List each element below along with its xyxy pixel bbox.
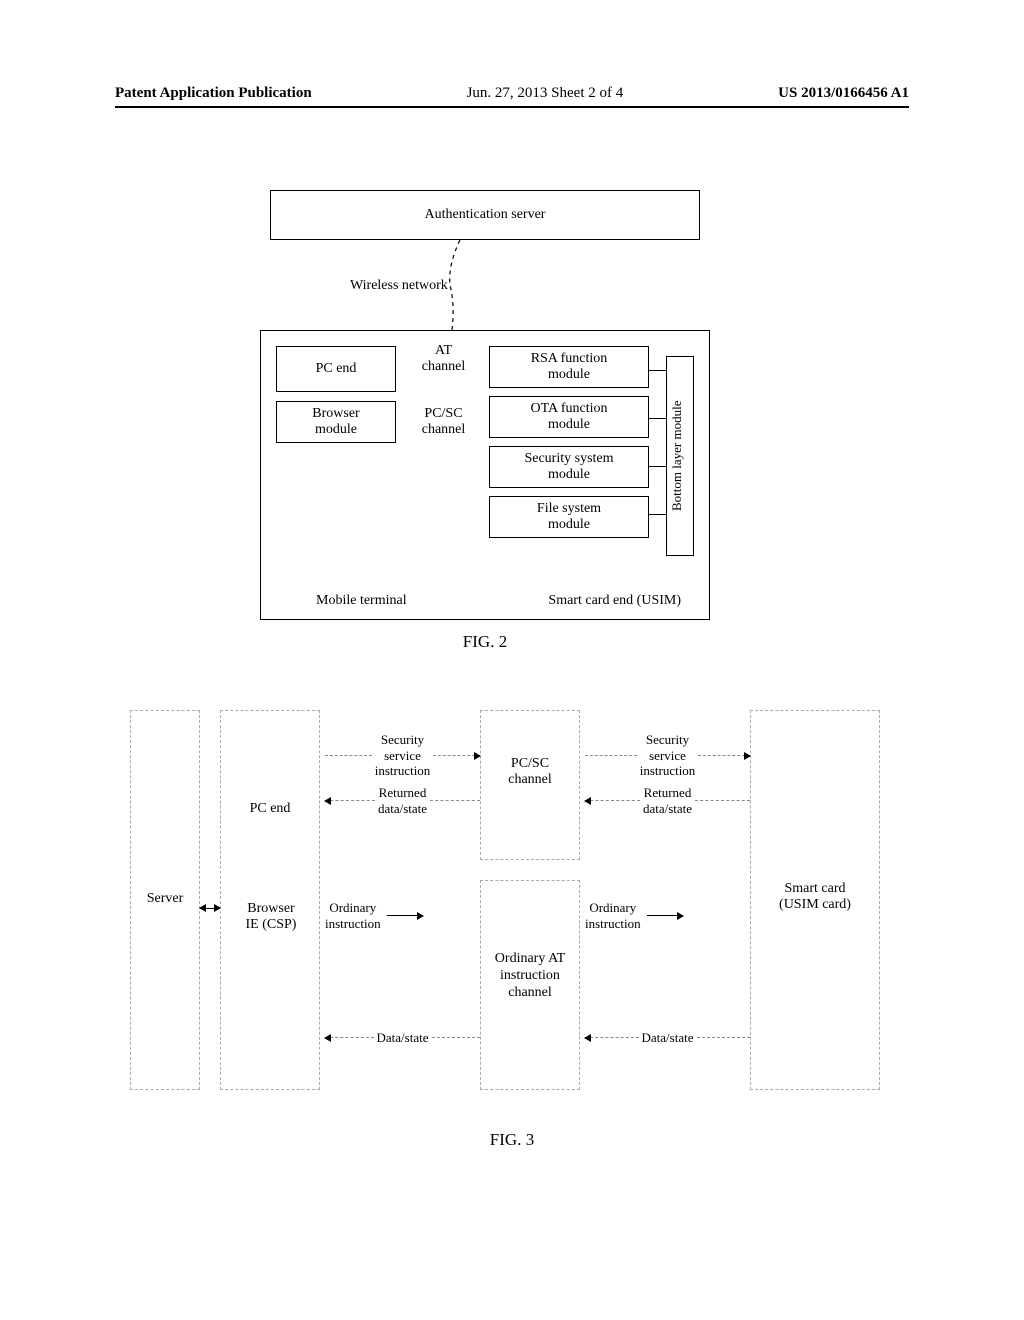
sec-svc-instruction-arrow-1: Security service instruction (325, 732, 480, 779)
wireless-network-area: Wireless network (260, 240, 710, 330)
auth-server-box: Authentication server (270, 190, 700, 240)
smart-card-box: Smart card (USIM card) (750, 710, 880, 1090)
connector-line (649, 418, 666, 419)
smart-card-end-label: Smart card end (USIM) (548, 593, 681, 609)
arrow-seg-icon (697, 1037, 751, 1038)
server-box: Server (130, 710, 200, 1090)
pc-end-box: PC end Browser IE (CSP) (220, 710, 320, 1090)
pcsc-channel-label: PC/SC channel (411, 406, 476, 438)
returned-data-label-2: Returned data/state (643, 785, 692, 816)
arrow-seg-icon (585, 800, 640, 801)
ordinary-at-channel-box: Ordinary AT instruction channel (480, 880, 580, 1090)
pc-end-label: PC end (221, 801, 319, 817)
header-center: Jun. 27, 2013 Sheet 2 of 4 (467, 85, 624, 102)
bottom-layer-module-box: Bottom layer module (666, 356, 694, 556)
connector-line (649, 370, 666, 371)
ordinary-instruction-arrow-2: Ordinary instruction (585, 900, 750, 931)
ordinary-instruction-label-2: Ordinary instruction (585, 900, 641, 931)
arrow-seg-icon (325, 800, 375, 801)
header-left: Patent Application Publication (115, 85, 312, 102)
arrow-seg-icon (433, 755, 480, 756)
connector-line (649, 466, 666, 467)
arrow-seg-icon (585, 755, 637, 756)
header-right: US 2013/0166456 A1 (778, 85, 909, 102)
arrow-seg-icon (432, 1037, 481, 1038)
returned-data-label: Returned data/state (378, 785, 427, 816)
connector-line (649, 514, 666, 515)
server-browser-double-arrow-icon (200, 908, 220, 909)
data-state-arrow-1: Data/state (325, 1030, 480, 1046)
data-state-label: Data/state (377, 1030, 429, 1046)
returned-data-arrow-2: Returned data/state (585, 785, 750, 816)
mobile-terminal-label: Mobile terminal (316, 593, 407, 609)
returned-data-arrow-1: Returned data/state (325, 785, 480, 816)
smart-card-label: Smart card (USIM card) (751, 881, 879, 913)
arrow-seg-icon (698, 755, 750, 756)
server-label: Server (131, 891, 199, 907)
sec-svc-instruction-label: Security service instruction (375, 732, 431, 779)
sec-svc-instruction-label-2: Security service instruction (640, 732, 696, 779)
pcsc-channel-label: PC/SC channel (481, 756, 579, 788)
figure-2: Authentication server Wireless network P… (260, 190, 710, 652)
figure-3-caption: FIG. 3 (0, 1130, 1024, 1150)
sec-svc-instruction-arrow-2: Security service instruction (585, 732, 750, 779)
arrow-seg-icon (695, 800, 750, 801)
arrow-seg-icon (430, 800, 480, 801)
wireless-dashed-curve-icon (440, 240, 470, 330)
arrow-seg-icon (585, 1037, 639, 1038)
ota-module-box: OTA function module (489, 396, 649, 438)
pcsc-channel-box: PC/SC channel (480, 710, 580, 860)
arrow-seg-icon (647, 915, 683, 916)
data-state-arrow-2: Data/state (585, 1030, 750, 1046)
pc-end-box: PC end (276, 346, 396, 392)
smart-card-group: RSA function module OTA function module … (489, 346, 694, 571)
wireless-network-label: Wireless network (350, 278, 448, 294)
arrow-seg-icon (387, 915, 423, 916)
at-channel-label: AT channel (411, 343, 476, 375)
filesys-module-box: File system module (489, 496, 649, 538)
data-state-label-2: Data/state (642, 1030, 694, 1046)
figure-2-caption: FIG. 2 (260, 632, 710, 652)
browser-ie-label: Browser IE (CSP) (236, 901, 306, 933)
arrow-seg-icon (325, 755, 372, 756)
ordinary-instruction-label: Ordinary instruction (325, 900, 381, 931)
page-header: Patent Application Publication Jun. 27, … (115, 85, 909, 108)
figure-3: Server PC end Browser IE (CSP) PC/SC cha… (130, 700, 890, 1120)
ordinary-instruction-arrow-1: Ordinary instruction (325, 900, 480, 931)
arrow-seg-icon (325, 1037, 374, 1038)
security-module-box: Security system module (489, 446, 649, 488)
ordinary-at-channel-label: Ordinary AT instruction channel (481, 951, 579, 1001)
browser-module-box: Browser module (276, 401, 396, 443)
rsa-module-box: RSA function module (489, 346, 649, 388)
mobile-terminal-box: PC end Browser module AT channel PC/SC c… (260, 330, 710, 620)
